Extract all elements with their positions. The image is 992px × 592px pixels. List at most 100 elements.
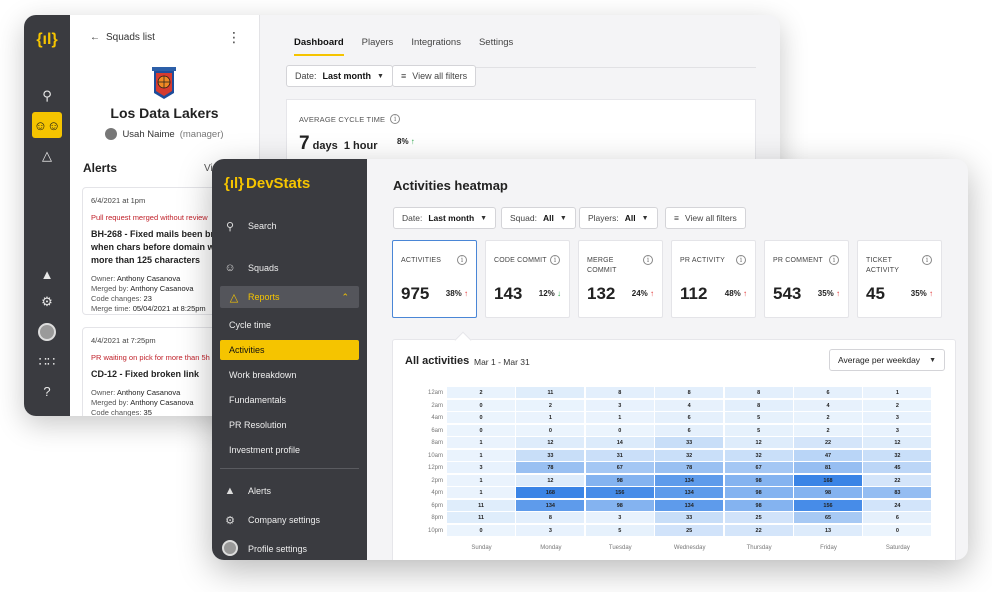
kpi-card[interactable]: PR COMMENT i 543 35% ↑ [764, 240, 849, 318]
heatmap-cell[interactable]: 98 [724, 474, 794, 487]
sidebar-item-investment-profile[interactable]: Investment profile [229, 445, 301, 455]
heatmap-cell[interactable]: 22 [794, 437, 863, 449]
info-icon[interactable]: i [736, 255, 746, 265]
heatmap-cell[interactable]: 11 [447, 512, 516, 524]
heatmap-cell[interactable]: 11 [516, 387, 586, 399]
heatmap-cell[interactable]: 4 [794, 399, 863, 412]
heatmap-cell[interactable]: 134 [516, 499, 586, 512]
heatmap-cell[interactable]: 8 [585, 387, 655, 399]
sidebar-item-search[interactable]: ⚲ Search [212, 215, 367, 237]
heatmap-cell[interactable]: 8 [655, 387, 725, 399]
heatmap-cell[interactable]: 1 [447, 487, 516, 499]
heatmap-cell[interactable]: 8 [724, 387, 794, 399]
heatmap-cell[interactable]: 14 [585, 437, 655, 449]
info-icon[interactable]: i [922, 255, 932, 265]
heatmap-cell[interactable]: 6 [655, 412, 725, 424]
heatmap-cell[interactable]: 0 [863, 524, 933, 537]
heatmap-cell[interactable]: 65 [794, 512, 863, 524]
heatmap-cell[interactable]: 6 [863, 512, 933, 524]
sidebar-item-company-settings[interactable]: ⚙ Company settings [212, 509, 367, 531]
heatmap-cell[interactable]: 156 [585, 487, 655, 499]
view-all-filters-button[interactable]: ≡ View all filters [392, 65, 477, 87]
reports-icon[interactable]: △ [42, 148, 52, 163]
view-all-filters-button[interactable]: ≡ View all filters [665, 207, 746, 229]
devstats-logo[interactable]: {ıl} DevStats [224, 175, 311, 192]
heatmap-cell[interactable]: 8 [516, 512, 586, 524]
sidebar-item-squads[interactable]: ☺ Squads [212, 257, 367, 279]
alerts-icon[interactable]: ▲ [40, 266, 54, 282]
heatmap-cell[interactable]: 11 [447, 499, 516, 512]
aggregation-dropdown[interactable]: Average per weekday ▼ [829, 349, 945, 371]
tab-settings[interactable]: Settings [478, 37, 514, 48]
heatmap-cell[interactable]: 0 [447, 412, 516, 424]
tab-dashboard[interactable]: Dashboard [294, 37, 344, 56]
heatmap-cell[interactable]: 3 [516, 524, 586, 537]
heatmap-cell[interactable]: 0 [447, 399, 516, 412]
heatmap-cell[interactable]: 2 [516, 399, 586, 412]
heatmap-cell[interactable]: 1 [863, 387, 933, 399]
avatar[interactable] [24, 319, 70, 345]
more-options-icon[interactable]: ⋮ [227, 29, 241, 45]
heatmap-cell[interactable]: 0 [447, 424, 516, 437]
heatmap-cell[interactable]: 98 [794, 487, 863, 499]
kpi-card[interactable]: TICKET ACTIVITY i 45 35% ↑ [857, 240, 942, 318]
heatmap-cell[interactable]: 98 [724, 499, 794, 512]
heatmap-cell[interactable]: 1 [447, 474, 516, 487]
info-icon[interactable]: i [457, 255, 467, 265]
heatmap-cell[interactable]: 3 [447, 462, 516, 474]
heatmap-cell[interactable]: 24 [863, 499, 933, 512]
heatmap-cell[interactable]: 98 [724, 487, 794, 499]
kpi-card[interactable]: MERGE COMMIT i 132 24% ↑ [578, 240, 663, 318]
heatmap-cell[interactable]: 6 [655, 424, 725, 437]
heatmap-cell[interactable]: 8 [724, 399, 794, 412]
heatmap-cell[interactable]: 78 [655, 462, 725, 474]
heatmap-cell[interactable]: 98 [585, 474, 655, 487]
heatmap-cell[interactable]: 4 [655, 399, 725, 412]
heatmap-cell[interactable]: 12 [863, 437, 933, 449]
heatmap-cell[interactable]: 45 [863, 462, 933, 474]
tab-integrations[interactable]: Integrations [411, 37, 461, 48]
heatmap-cell[interactable]: 0 [585, 424, 655, 437]
sidebar-item-reports[interactable]: △ Reports ⌃ [220, 286, 359, 308]
heatmap-cell[interactable]: 25 [724, 512, 794, 524]
heatmap-cell[interactable]: 134 [655, 487, 725, 499]
heatmap-cell[interactable]: 12 [724, 437, 794, 449]
heatmap-cell[interactable]: 47 [794, 449, 863, 462]
sidebar-item-activities[interactable]: Activities [220, 340, 359, 360]
sidebar-item-work-breakdown[interactable]: Work breakdown [229, 370, 297, 380]
heatmap-cell[interactable]: 25 [655, 524, 725, 537]
heatmap-cell[interactable]: 0 [447, 524, 516, 537]
back-to-squads-link[interactable]: ← Squads list [90, 32, 155, 43]
squads-icon[interactable]: ☺☺ [32, 112, 62, 138]
heatmap-cell[interactable]: 12 [516, 437, 586, 449]
heatmap-cell[interactable]: 78 [516, 462, 586, 474]
heatmap-cell[interactable]: 2 [447, 387, 516, 399]
players-filter-dropdown[interactable]: Players: All ▼ [579, 207, 658, 229]
heatmap-cell[interactable]: 3 [585, 399, 655, 412]
heatmap-cell[interactable]: 13 [794, 524, 863, 537]
heatmap-cell[interactable]: 168 [794, 474, 863, 487]
heatmap-cell[interactable]: 33 [516, 449, 586, 462]
heatmap-cell[interactable]: 156 [794, 499, 863, 512]
info-icon[interactable]: i [390, 114, 401, 124]
heatmap-cell[interactable]: 2 [863, 399, 933, 412]
heatmap-cell[interactable]: 12 [516, 474, 586, 487]
heatmap-cell[interactable]: 22 [863, 474, 933, 487]
heatmap-cell[interactable]: 134 [655, 474, 725, 487]
heatmap-cell[interactable]: 1 [447, 449, 516, 462]
heatmap-cell[interactable]: 168 [516, 487, 586, 499]
heatmap-cell[interactable]: 67 [585, 462, 655, 474]
info-icon[interactable]: i [829, 255, 839, 265]
heatmap-cell[interactable]: 67 [724, 462, 794, 474]
info-icon[interactable]: i [643, 255, 653, 265]
kpi-card[interactable]: PR ACTIVITY i 112 48% ↑ [671, 240, 756, 318]
kpi-card[interactable]: ACTIVITIES i 975 38% ↑ [392, 240, 477, 318]
heatmap-cell[interactable]: 5 [724, 424, 794, 437]
heatmap-cell[interactable]: 32 [863, 449, 933, 462]
help-icon[interactable]: ? [43, 383, 51, 399]
view-all-alerts-link[interactable]: Vi [204, 163, 213, 174]
sidebar-item-profile-settings[interactable]: Profile settings [212, 538, 367, 560]
heatmap-cell[interactable]: 3 [585, 512, 655, 524]
heatmap-cell[interactable]: 31 [585, 449, 655, 462]
squad-filter-dropdown[interactable]: Squad: All ▼ [501, 207, 576, 229]
